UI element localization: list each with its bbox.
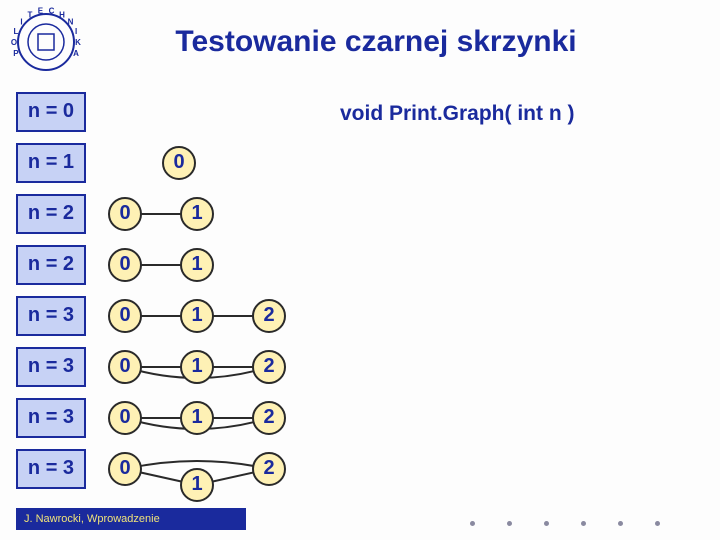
- n-label: n = 3: [16, 347, 86, 387]
- n-label: n = 2: [16, 245, 86, 285]
- pagination-dot: [618, 521, 623, 526]
- graph-node: 2: [252, 401, 286, 435]
- graph-node: 0: [108, 248, 142, 282]
- pagination-dot: [544, 521, 549, 526]
- svg-text:N: N: [68, 17, 74, 26]
- pagination-dot: [655, 521, 660, 526]
- graph-area: 012: [94, 445, 720, 493]
- footer-text: J. Nawrocki, Wprowadzenie: [24, 513, 160, 525]
- slide-title: Testowanie czarnej skrzynki: [82, 25, 710, 59]
- test-case-row: n = 0: [16, 86, 720, 137]
- graph-node: 1: [180, 197, 214, 231]
- graph-area: 01: [94, 190, 720, 238]
- graph-node: 1: [180, 248, 214, 282]
- graph-area: 0 1 2: [94, 394, 720, 442]
- graph-node: 1: [180, 350, 214, 384]
- svg-text:I: I: [75, 27, 77, 36]
- graph-area: 0 1 2: [94, 292, 720, 340]
- university-logo: POLITECHNIKA: [10, 6, 82, 78]
- test-case-row: n = 3 0 1 2: [16, 290, 720, 341]
- svg-text:T: T: [28, 10, 33, 19]
- n-label: n = 2: [16, 194, 86, 234]
- n-label: n = 0: [16, 92, 86, 132]
- graph-node: 0: [108, 401, 142, 435]
- graph-node: 0: [108, 350, 142, 384]
- graph-node: 0: [108, 452, 142, 486]
- footer-bar: J. Nawrocki, Wprowadzenie: [16, 508, 246, 530]
- graph-node: 2: [252, 350, 286, 384]
- svg-text:A: A: [73, 49, 79, 58]
- graph-area: 01: [94, 241, 720, 289]
- graph-node: 0: [108, 299, 142, 333]
- graph-node: 1: [180, 299, 214, 333]
- test-case-row: n = 3 0 1 2: [16, 341, 720, 392]
- test-case-row: n = 201: [16, 239, 720, 290]
- graph-node: 2: [252, 299, 286, 333]
- test-case-row: n = 3 0 1 2: [16, 392, 720, 443]
- svg-text:L: L: [13, 27, 18, 36]
- graph-node: 0: [108, 197, 142, 231]
- pagination-dot: [507, 521, 512, 526]
- n-label: n = 3: [16, 449, 86, 489]
- pagination-dot: [581, 521, 586, 526]
- n-label: n = 3: [16, 296, 86, 336]
- header: POLITECHNIKA Testowanie czarnej skrzynki: [0, 0, 720, 78]
- svg-text:O: O: [11, 38, 17, 47]
- graph-area: 0: [94, 139, 720, 187]
- slide-dots: [470, 521, 660, 526]
- svg-text:I: I: [20, 17, 22, 26]
- diagram-content: n = 0n = 10n = 201n = 201n = 3012n = 301…: [0, 78, 720, 494]
- pagination-dot: [470, 521, 475, 526]
- graph-node: 2: [252, 452, 286, 486]
- n-label: n = 1: [16, 143, 86, 183]
- graph-node: 1: [180, 401, 214, 435]
- graph-node: 0: [162, 146, 196, 180]
- graph-area: [94, 88, 720, 136]
- n-label: n = 3: [16, 398, 86, 438]
- svg-text:P: P: [13, 49, 19, 58]
- graph-node: 1: [180, 468, 214, 502]
- test-case-row: n = 201: [16, 188, 720, 239]
- svg-text:H: H: [59, 10, 65, 19]
- graph-area: 0 1 2: [94, 343, 720, 391]
- test-case-row: n = 1 0: [16, 137, 720, 188]
- test-case-row: n = 3012: [16, 443, 720, 494]
- svg-text:K: K: [75, 38, 81, 47]
- svg-text:E: E: [38, 6, 44, 15]
- svg-text:C: C: [49, 6, 55, 15]
